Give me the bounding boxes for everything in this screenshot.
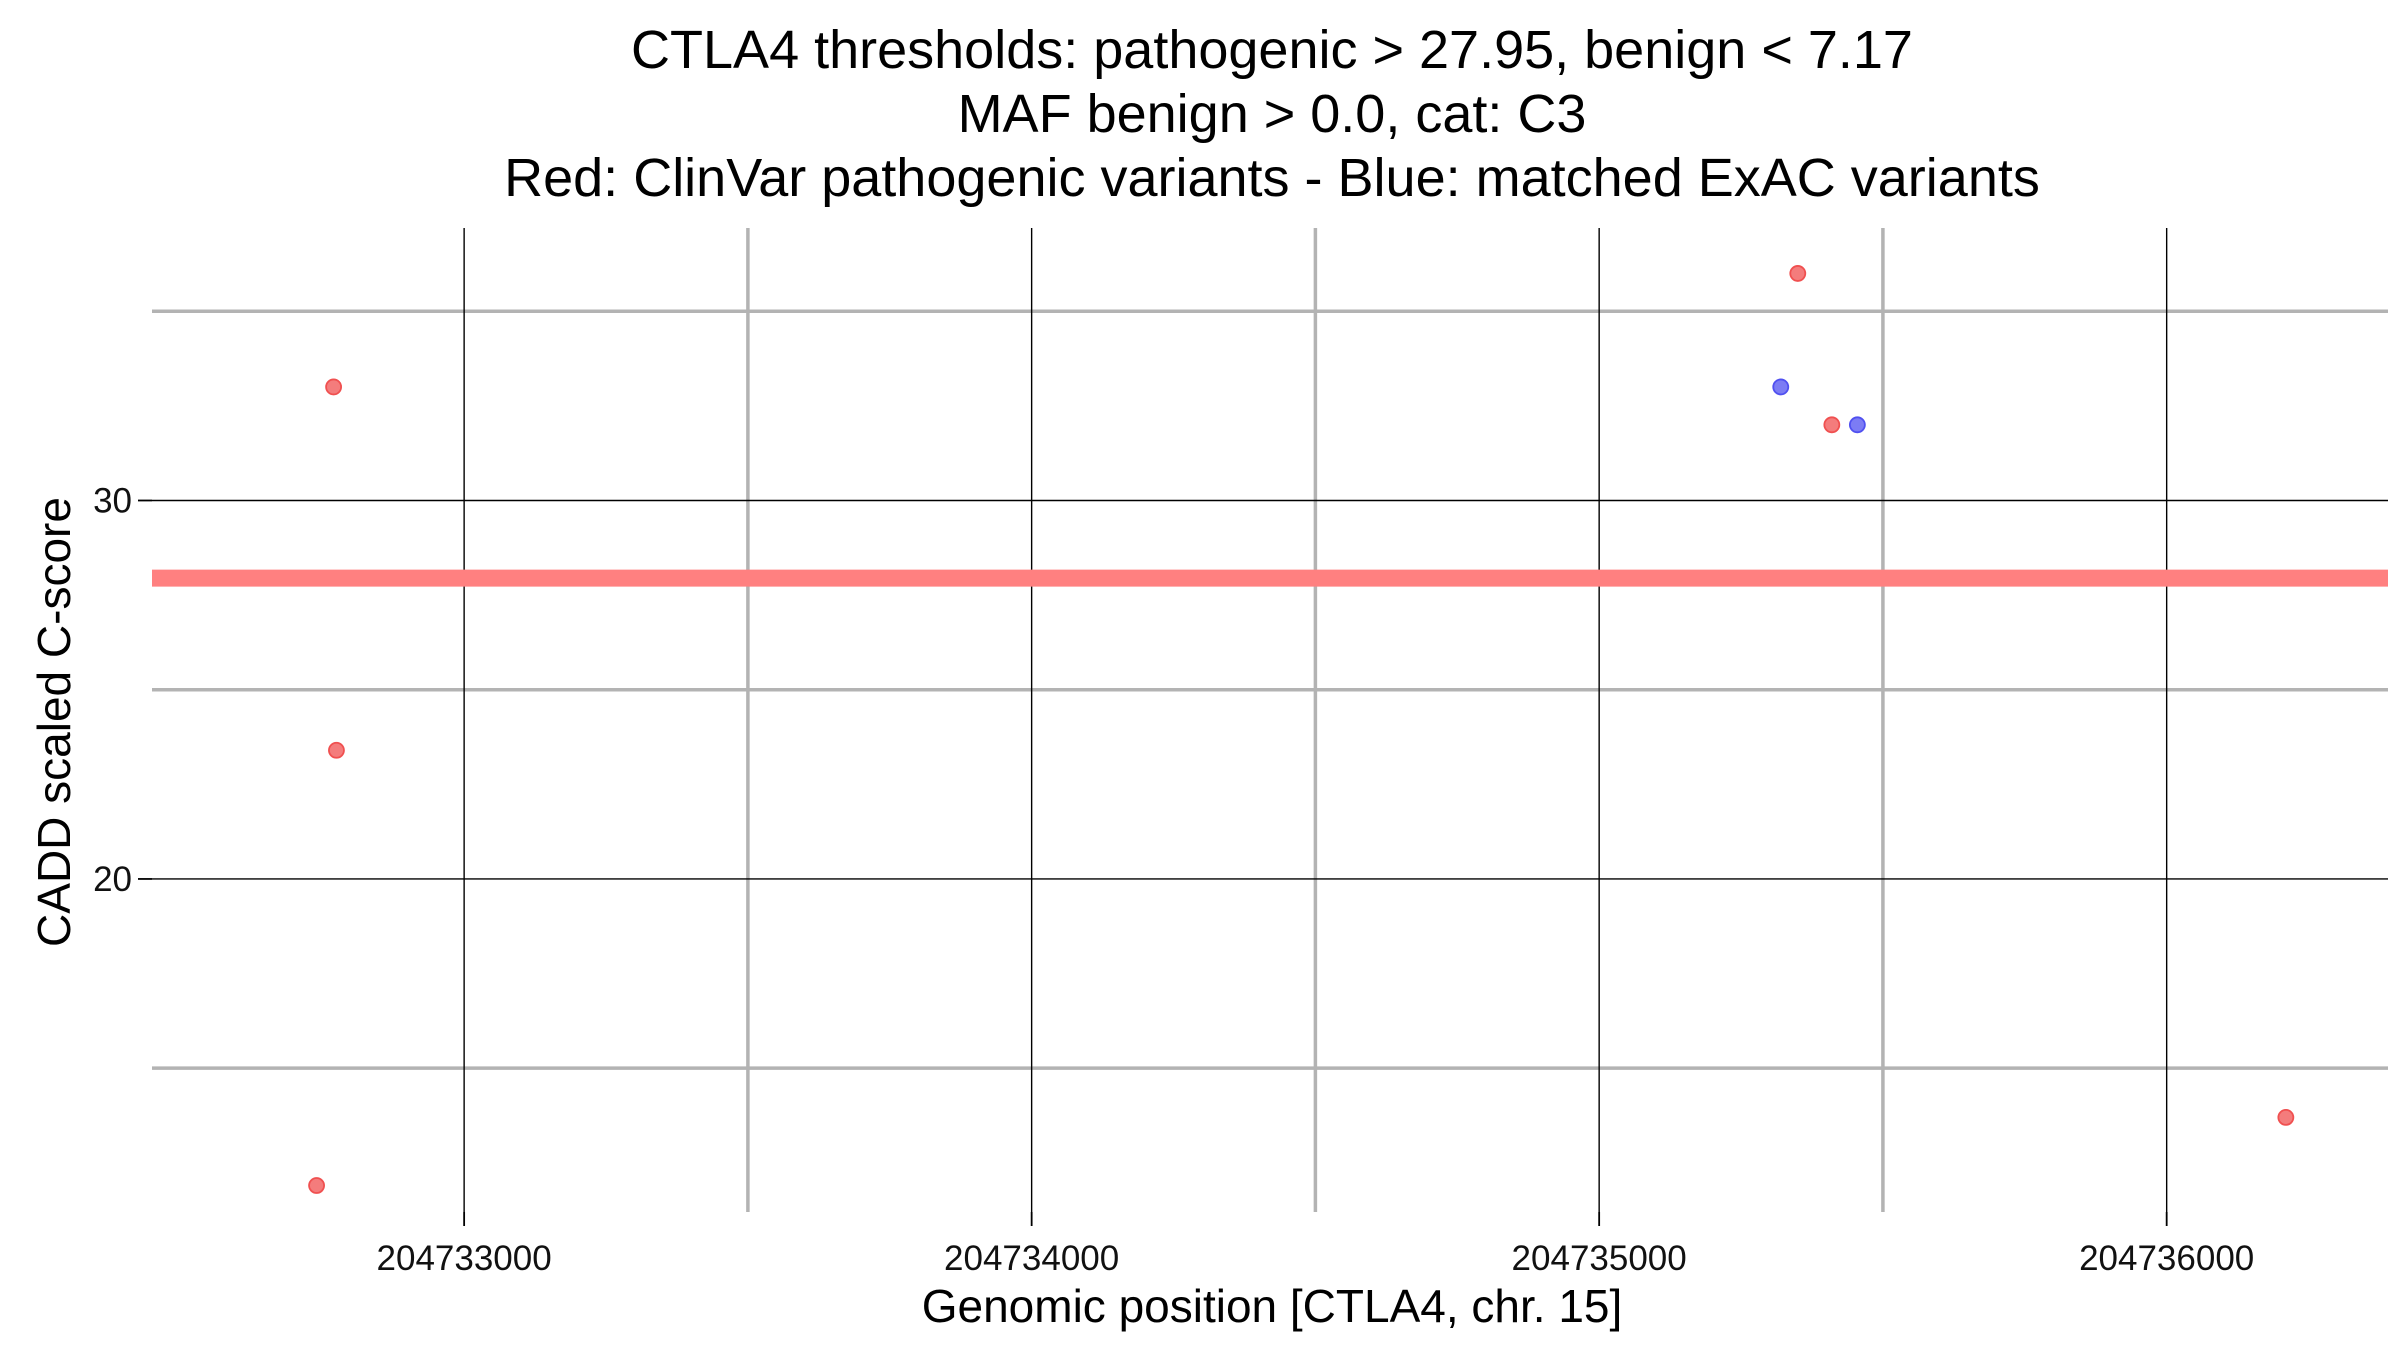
clinvar-pathogenic-point xyxy=(308,1177,325,1194)
y-tick-label: 30 xyxy=(93,481,132,520)
title-line-2: MAF benign > 0.0, cat: C3 xyxy=(958,84,1587,144)
x-tick-label: 204734000 xyxy=(944,1239,1119,1278)
y-axis-title: CADD scaled C-score xyxy=(28,497,80,947)
axes: 204733000 204734000 204735000 204736000 20 30 xyxy=(93,481,2254,1278)
clinvar-pathogenic-point xyxy=(1789,265,1807,282)
y-tick-label: 20 xyxy=(93,860,132,899)
title-line-1: CTLA4 thresholds: pathogenic > 27.95, be… xyxy=(631,20,1913,80)
exac-matched-point xyxy=(1848,416,1866,434)
x-tick-label: 204736000 xyxy=(2079,1239,2254,1278)
title-line-3: Red: ClinVar pathogenic variants - Blue:… xyxy=(504,148,2040,208)
x-axis-title: Genomic position [CTLA4, chr. 15] xyxy=(922,1280,1623,1332)
clinvar-pathogenic-point xyxy=(2277,1108,2295,1126)
data-points xyxy=(308,265,2295,1194)
chart-title: CTLA4 thresholds: pathogenic > 27.95, be… xyxy=(504,20,2040,208)
major-gridlines xyxy=(152,228,2388,1212)
clinvar-pathogenic-point xyxy=(328,741,345,759)
clinvar-pathogenic-point xyxy=(325,378,343,396)
exac-matched-point xyxy=(1772,378,1790,396)
minor-gridlines xyxy=(152,228,2388,1212)
x-tick-label: 204735000 xyxy=(1512,1239,1687,1278)
x-tick-label: 204733000 xyxy=(377,1239,552,1278)
clinvar-pathogenic-point xyxy=(1823,416,1841,434)
